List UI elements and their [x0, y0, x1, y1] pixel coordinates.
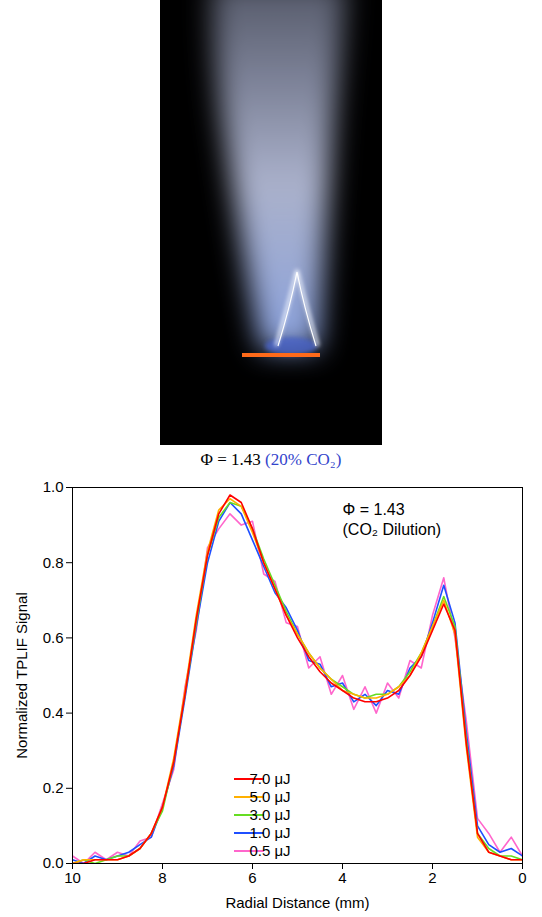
svg-text:(CO₂ Dilution): (CO₂ Dilution): [343, 521, 442, 538]
svg-text:0.0: 0.0: [43, 854, 64, 871]
html-text:Φ = 1.43 (20% CO₂): Φ = 1.43 (20% CO₂): [200, 450, 342, 469]
svg-text:7.0 μJ: 7.0 μJ: [249, 770, 290, 787]
svg-text:0.2: 0.2: [43, 779, 64, 796]
svg-text:0.5 μJ: 0.5 μJ: [249, 842, 290, 859]
svg-text:2: 2: [428, 869, 436, 886]
svg-text:1.0 μJ: 1.0 μJ: [249, 824, 290, 841]
svg-text:6: 6: [248, 869, 256, 886]
svg-text:0.4: 0.4: [43, 704, 64, 721]
svg-text:4: 4: [338, 869, 346, 886]
svg-text:3.0 μJ: 3.0 μJ: [249, 806, 290, 823]
svg-text:0: 0: [518, 869, 526, 886]
svg-text:0.6: 0.6: [43, 629, 64, 646]
svg-text:Φ = 1.43: Φ = 1.43: [343, 501, 405, 518]
svg-text:Normalized TPLIF Signal: Normalized TPLIF Signal: [13, 592, 30, 758]
svg-text:1.0: 1.0: [43, 478, 64, 495]
svg-text:0.8: 0.8: [43, 554, 64, 571]
svg-text:8: 8: [158, 869, 166, 886]
svg-text:5.0 μJ: 5.0 μJ: [249, 788, 290, 805]
svg-text:Radial Distance (mm): Radial Distance (mm): [225, 894, 369, 911]
svg-text:10: 10: [64, 869, 81, 886]
